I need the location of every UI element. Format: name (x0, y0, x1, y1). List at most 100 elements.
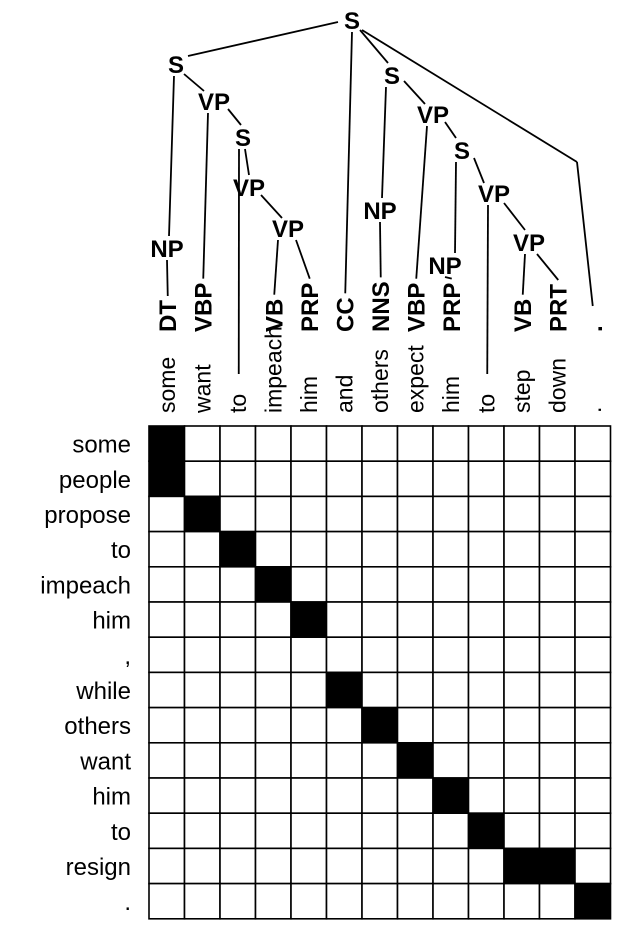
alignment-cell (396, 601, 434, 639)
alignment-cell (396, 460, 434, 498)
alignment-cell (290, 530, 328, 568)
alignment-cell (503, 636, 541, 674)
tree-edge (503, 202, 526, 231)
alignment-cell-filled (290, 601, 328, 639)
source-word-6: , (124, 643, 131, 670)
alignment-cell (467, 706, 505, 744)
alignment-cell-filled (432, 777, 470, 815)
alignment-cell (219, 636, 257, 674)
pos-tag-1: VBP (190, 283, 217, 332)
alignment-cell (467, 847, 505, 885)
alignment-cell (325, 495, 363, 533)
target-word-9: to (473, 394, 499, 413)
alignment-cell (574, 530, 612, 568)
alignment-cell (467, 601, 505, 639)
alignment-cell (219, 812, 257, 850)
alignment-matrix (148, 425, 612, 920)
alignment-cell-filled (325, 671, 363, 709)
pos-tag-11: PRT (545, 284, 572, 332)
target-word-4: him (296, 376, 322, 413)
alignment-cell (219, 565, 257, 603)
source-word-12: resign (66, 854, 131, 881)
pos-tag-5: CC (332, 297, 359, 332)
alignment-cell (574, 671, 612, 709)
alignment-cell (396, 777, 434, 815)
alignment-cell (254, 530, 292, 568)
source-word-9: want (79, 748, 131, 775)
alignment-cell (148, 741, 186, 779)
alignment-cell (396, 530, 434, 568)
pos-tag-6: NNS (368, 281, 395, 332)
alignment-cell (361, 425, 399, 463)
alignment-cell (432, 565, 470, 603)
alignment-cell (361, 882, 399, 920)
alignment-cell (183, 530, 221, 568)
alignment-cell (432, 741, 470, 779)
alignment-cell (290, 847, 328, 885)
tree-edge (444, 121, 457, 139)
alignment-cell (148, 671, 186, 709)
alignment-cell (396, 565, 434, 603)
alignment-cell (503, 777, 541, 815)
source-word-0: some (72, 432, 131, 459)
alignment-cell (254, 495, 292, 533)
alignment-cell (290, 495, 328, 533)
tree-edge (444, 276, 452, 280)
target-word-3: impeach (260, 326, 286, 413)
target-word-11: down (544, 358, 570, 413)
alignment-cell (290, 812, 328, 850)
alignment-cell (219, 741, 257, 779)
alignment-cell (290, 671, 328, 709)
alignment-cell (183, 565, 221, 603)
alignment-cell (538, 636, 576, 674)
alignment-cell (503, 812, 541, 850)
target-word-1: want (189, 364, 215, 414)
alignment-cell (290, 425, 328, 463)
tree-edge (473, 157, 485, 184)
alignment-cell (467, 636, 505, 674)
tree-edge (168, 75, 175, 237)
alignment-cell (574, 847, 612, 885)
alignment-cell (148, 812, 186, 850)
alignment-cell-filled (148, 425, 186, 463)
tree-node-vp: VP (417, 102, 449, 129)
alignment-cell (396, 706, 434, 744)
tree-node-s: S (454, 138, 470, 165)
alignment-cell (148, 601, 186, 639)
alignment-cell (148, 530, 186, 568)
pos-tag-12: . (581, 325, 608, 332)
alignment-cell (503, 530, 541, 568)
source-word-13: . (124, 889, 131, 916)
alignment-cell (290, 565, 328, 603)
alignment-cell (503, 425, 541, 463)
target-word-6: others (367, 349, 393, 413)
alignment-cell (432, 460, 470, 498)
tree-edge (244, 148, 250, 176)
alignment-cell (432, 425, 470, 463)
alignment-cell (396, 847, 434, 885)
alignment-cell (183, 601, 221, 639)
alignment-cell (503, 741, 541, 779)
target-word-12: . (580, 407, 606, 413)
alignment-cell (361, 530, 399, 568)
tree-edge (227, 108, 242, 126)
alignment-cell (396, 425, 434, 463)
alignment-cell (432, 706, 470, 744)
alignment-cell-filled (574, 882, 612, 920)
alignment-cell (467, 495, 505, 533)
alignment-cell (361, 636, 399, 674)
alignment-cell (254, 460, 292, 498)
alignment-cell (467, 741, 505, 779)
alignment-cell (432, 847, 470, 885)
tree-edge (415, 125, 428, 279)
alignment-cell (219, 601, 257, 639)
source-words: some people propose to impeach him, while other… (40, 432, 131, 917)
alignment-cell (467, 460, 505, 498)
alignment-cell (325, 812, 363, 850)
alignment-cell (361, 460, 399, 498)
alignment-cell (219, 706, 257, 744)
pos-tag-10: VB (510, 299, 537, 332)
alignment-cell (148, 495, 186, 533)
alignment-cell (325, 741, 363, 779)
